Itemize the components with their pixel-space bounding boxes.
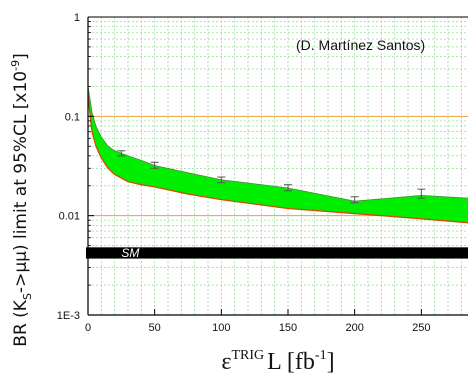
sm-layer: SM: [86, 246, 468, 260]
band-upper-edge: [87, 86, 469, 202]
y-axis-label: BR (KS->μμ) limit at 95%CL [x10-9]: [9, 53, 34, 346]
y-tick-label: 1: [74, 12, 80, 24]
x-tick-label: 200: [345, 322, 363, 334]
sm-label: SM: [121, 246, 139, 260]
x-tick-label: 150: [279, 322, 297, 334]
limit-band: [88, 86, 468, 223]
y-label-end: ]: [11, 53, 31, 60]
y-tick-label: 1E-3: [57, 310, 80, 322]
x-axis-label: εTRIG L [fb-1]: [221, 348, 334, 375]
y-tick-label: 0.1: [65, 111, 80, 123]
x-label-end: ]: [327, 349, 335, 375]
y-label-sub: S: [21, 293, 34, 300]
credit-label: (D. Martínez Santos): [296, 37, 425, 53]
x-tick-label: 0: [85, 322, 91, 334]
y-label-part2: ->μμ) limit at 95%CL [x10: [11, 71, 31, 293]
x-label-sup2: -1: [315, 348, 327, 363]
x-label-main: ε: [221, 349, 231, 375]
x-tick-label: 50: [149, 322, 161, 334]
band-layer: [87, 86, 469, 224]
y-label-sup: -9: [9, 60, 22, 71]
x-tick-label: 100: [212, 322, 230, 334]
y-tick-label: 0.01: [59, 211, 80, 223]
band-lower-edge: [87, 95, 469, 224]
sm-band: [86, 247, 468, 259]
x-tick-label: 250: [412, 322, 430, 334]
y-label-part1: BR (K: [11, 299, 31, 347]
x-label-sup: TRIG: [231, 348, 264, 363]
error-bars: [117, 150, 426, 204]
grid: [88, 17, 468, 315]
x-label-mid: L [fb: [267, 349, 315, 375]
axes: [87, 16, 468, 316]
tick-labels: 0 50 100 150 200 250 1 0.1 0.01 1E-3: [57, 12, 431, 334]
